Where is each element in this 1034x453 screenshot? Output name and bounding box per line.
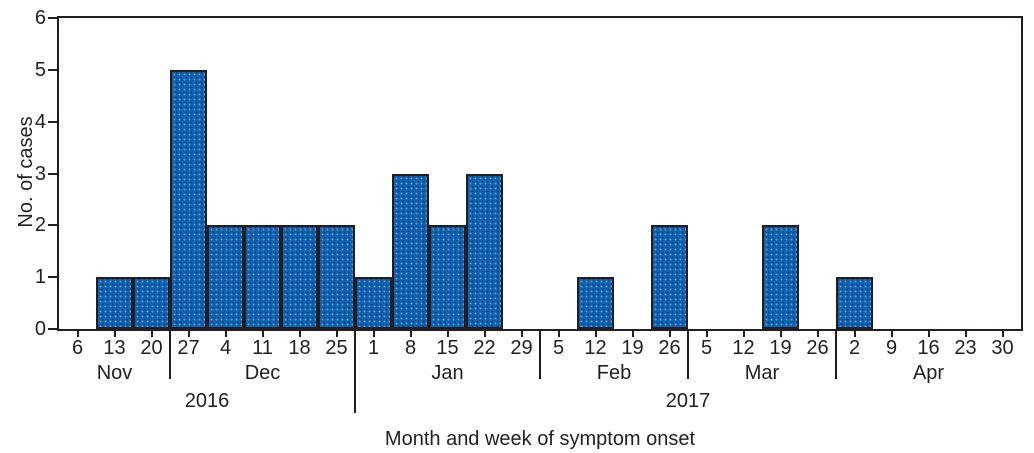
x-tick — [779, 331, 782, 337]
x-tick — [853, 331, 856, 337]
x-tick-label: 9 — [885, 337, 898, 359]
bar-week-12-slot-14 — [577, 277, 614, 329]
y-tick — [48, 172, 57, 175]
month-label-dec: Dec — [244, 362, 281, 384]
month-label-nov: Nov — [96, 362, 133, 384]
x-tick — [594, 331, 597, 337]
x-tick — [298, 331, 301, 337]
x-tick-label: 12 — [732, 337, 755, 359]
bar-week-26-slot-16 — [651, 225, 688, 329]
x-tick — [557, 331, 560, 337]
x-tick-label: 4 — [219, 337, 232, 359]
bar-week-27-slot-3 — [170, 69, 207, 329]
x-tick — [261, 331, 264, 337]
x-tick-label: 19 — [621, 337, 644, 359]
x-tick-label: 27 — [177, 337, 200, 359]
bar-week-1-slot-8 — [355, 277, 392, 329]
x-tick-label: 22 — [473, 337, 496, 359]
x-tick-label: 19 — [769, 337, 792, 359]
x-tick — [631, 331, 634, 337]
bar-week-18-slot-6 — [281, 225, 318, 329]
x-tick — [668, 331, 671, 337]
y-tick — [48, 224, 57, 227]
x-tick — [150, 331, 153, 337]
month-label-feb: Feb — [596, 362, 632, 384]
x-tick — [742, 331, 745, 337]
x-tick-label: 26 — [806, 337, 829, 359]
bar-week-22-slot-11 — [466, 173, 503, 329]
month-divider — [169, 331, 171, 379]
x-tick-label: 12 — [584, 337, 607, 359]
x-tick — [76, 331, 79, 337]
x-tick-label: 15 — [436, 337, 459, 359]
y-tick-label: 3 — [34, 162, 46, 185]
y-tick-label: 4 — [34, 110, 46, 133]
x-axis-title: Month and week of symptom onset — [384, 428, 696, 450]
month-divider — [687, 331, 689, 379]
x-tick-label: 5 — [552, 337, 565, 359]
y-tick-label: 6 — [34, 7, 46, 29]
bar-week-20-slot-2 — [133, 277, 170, 329]
x-tick-label: 11 — [252, 337, 273, 359]
y-tick — [48, 120, 57, 123]
x-tick — [335, 331, 338, 337]
x-tick-label: 30 — [991, 337, 1014, 359]
month-label-jan: Jan — [431, 362, 464, 384]
x-tick — [224, 331, 227, 337]
x-tick — [964, 331, 967, 337]
bar-week-8-slot-9 — [392, 173, 429, 329]
x-tick-label: 23 — [954, 337, 977, 359]
year-label-2016: 2016 — [184, 390, 230, 412]
bar-week-15-slot-10 — [429, 225, 466, 329]
x-tick-label: 8 — [404, 337, 417, 359]
x-tick — [483, 331, 486, 337]
y-tick-label: 5 — [34, 58, 46, 81]
x-tick — [187, 331, 190, 337]
x-tick-label: 6 — [71, 337, 84, 359]
x-tick-label: 20 — [140, 337, 163, 359]
y-tick-label: 0 — [34, 318, 46, 340]
y-tick-label: 1 — [34, 266, 46, 289]
month-label-mar: Mar — [744, 362, 780, 384]
year-divider — [354, 331, 356, 413]
x-tick — [1001, 331, 1004, 337]
x-tick-label: 25 — [325, 337, 348, 359]
month-divider — [835, 331, 837, 379]
bar-week-13-slot-1 — [96, 277, 133, 329]
year-label-2017: 2017 — [665, 390, 711, 412]
x-tick — [520, 331, 523, 337]
x-tick-label: 5 — [700, 337, 713, 359]
x-tick — [113, 331, 116, 337]
x-tick-label: 29 — [510, 337, 533, 359]
x-tick-label: 1 — [367, 337, 380, 359]
x-tick — [372, 331, 375, 337]
x-tick-label: 16 — [917, 337, 940, 359]
bar-week-2-slot-21 — [836, 277, 873, 329]
y-tick — [48, 276, 57, 279]
x-tick — [446, 331, 449, 337]
plot-area — [57, 16, 1023, 331]
y-tick — [48, 328, 57, 330]
x-tick — [890, 331, 893, 337]
bar-week-11-slot-5 — [244, 225, 281, 329]
x-tick-label: 13 — [103, 337, 126, 359]
x-tick — [927, 331, 930, 337]
y-tick-label: 2 — [34, 214, 46, 237]
y-tick — [48, 68, 57, 71]
bar-week-4-slot-4 — [207, 225, 244, 329]
month-label-apr: Apr — [912, 362, 945, 384]
x-tick — [816, 331, 819, 337]
y-tick — [48, 17, 57, 19]
x-tick-label: 26 — [658, 337, 681, 359]
month-divider — [539, 331, 541, 379]
x-tick-label: 18 — [288, 337, 311, 359]
bar-week-25-slot-7 — [318, 225, 355, 329]
x-tick-label: 2 — [848, 337, 861, 359]
x-tick — [409, 331, 412, 337]
bar-week-19-slot-19 — [762, 225, 799, 329]
x-tick — [705, 331, 708, 337]
